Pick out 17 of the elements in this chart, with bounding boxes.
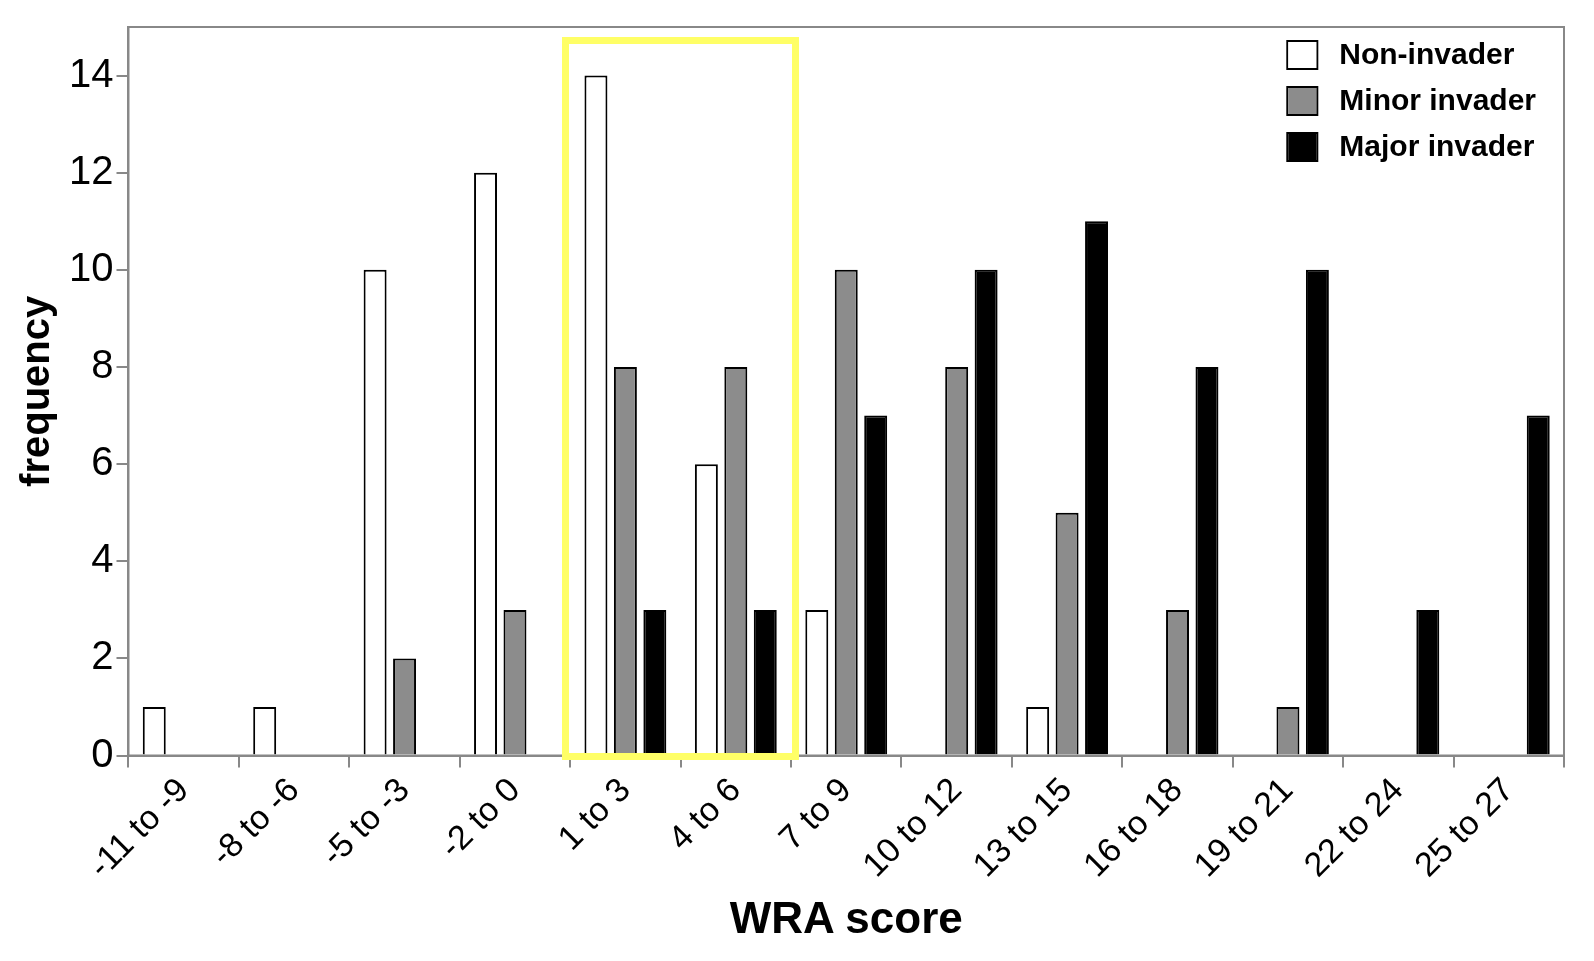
y-tick-label: 6 bbox=[91, 439, 114, 484]
x-tick-label: -2 to 0 bbox=[431, 769, 527, 865]
legend-label: Minor invader bbox=[1339, 83, 1537, 117]
x-axis-title: WRA score bbox=[729, 892, 963, 942]
y-axis-title: frequency bbox=[13, 294, 58, 487]
y-tick-label: 8 bbox=[91, 342, 114, 387]
y-tick-label: 14 bbox=[68, 50, 114, 95]
y-tick-label: 4 bbox=[91, 536, 114, 581]
y-tick-label: 2 bbox=[91, 633, 114, 678]
x-tick-label: 4 to 6 bbox=[660, 769, 748, 857]
y-tick-label: 12 bbox=[68, 147, 114, 192]
x-tick-label: 1 to 3 bbox=[549, 769, 637, 857]
legend-label: Major invader bbox=[1339, 129, 1535, 163]
legend-label: Non-invader bbox=[1339, 37, 1515, 71]
x-tick-label: -5 to -3 bbox=[313, 769, 417, 873]
y-tick-label: 10 bbox=[68, 244, 114, 289]
x-tick-label: -8 to -6 bbox=[202, 769, 306, 873]
